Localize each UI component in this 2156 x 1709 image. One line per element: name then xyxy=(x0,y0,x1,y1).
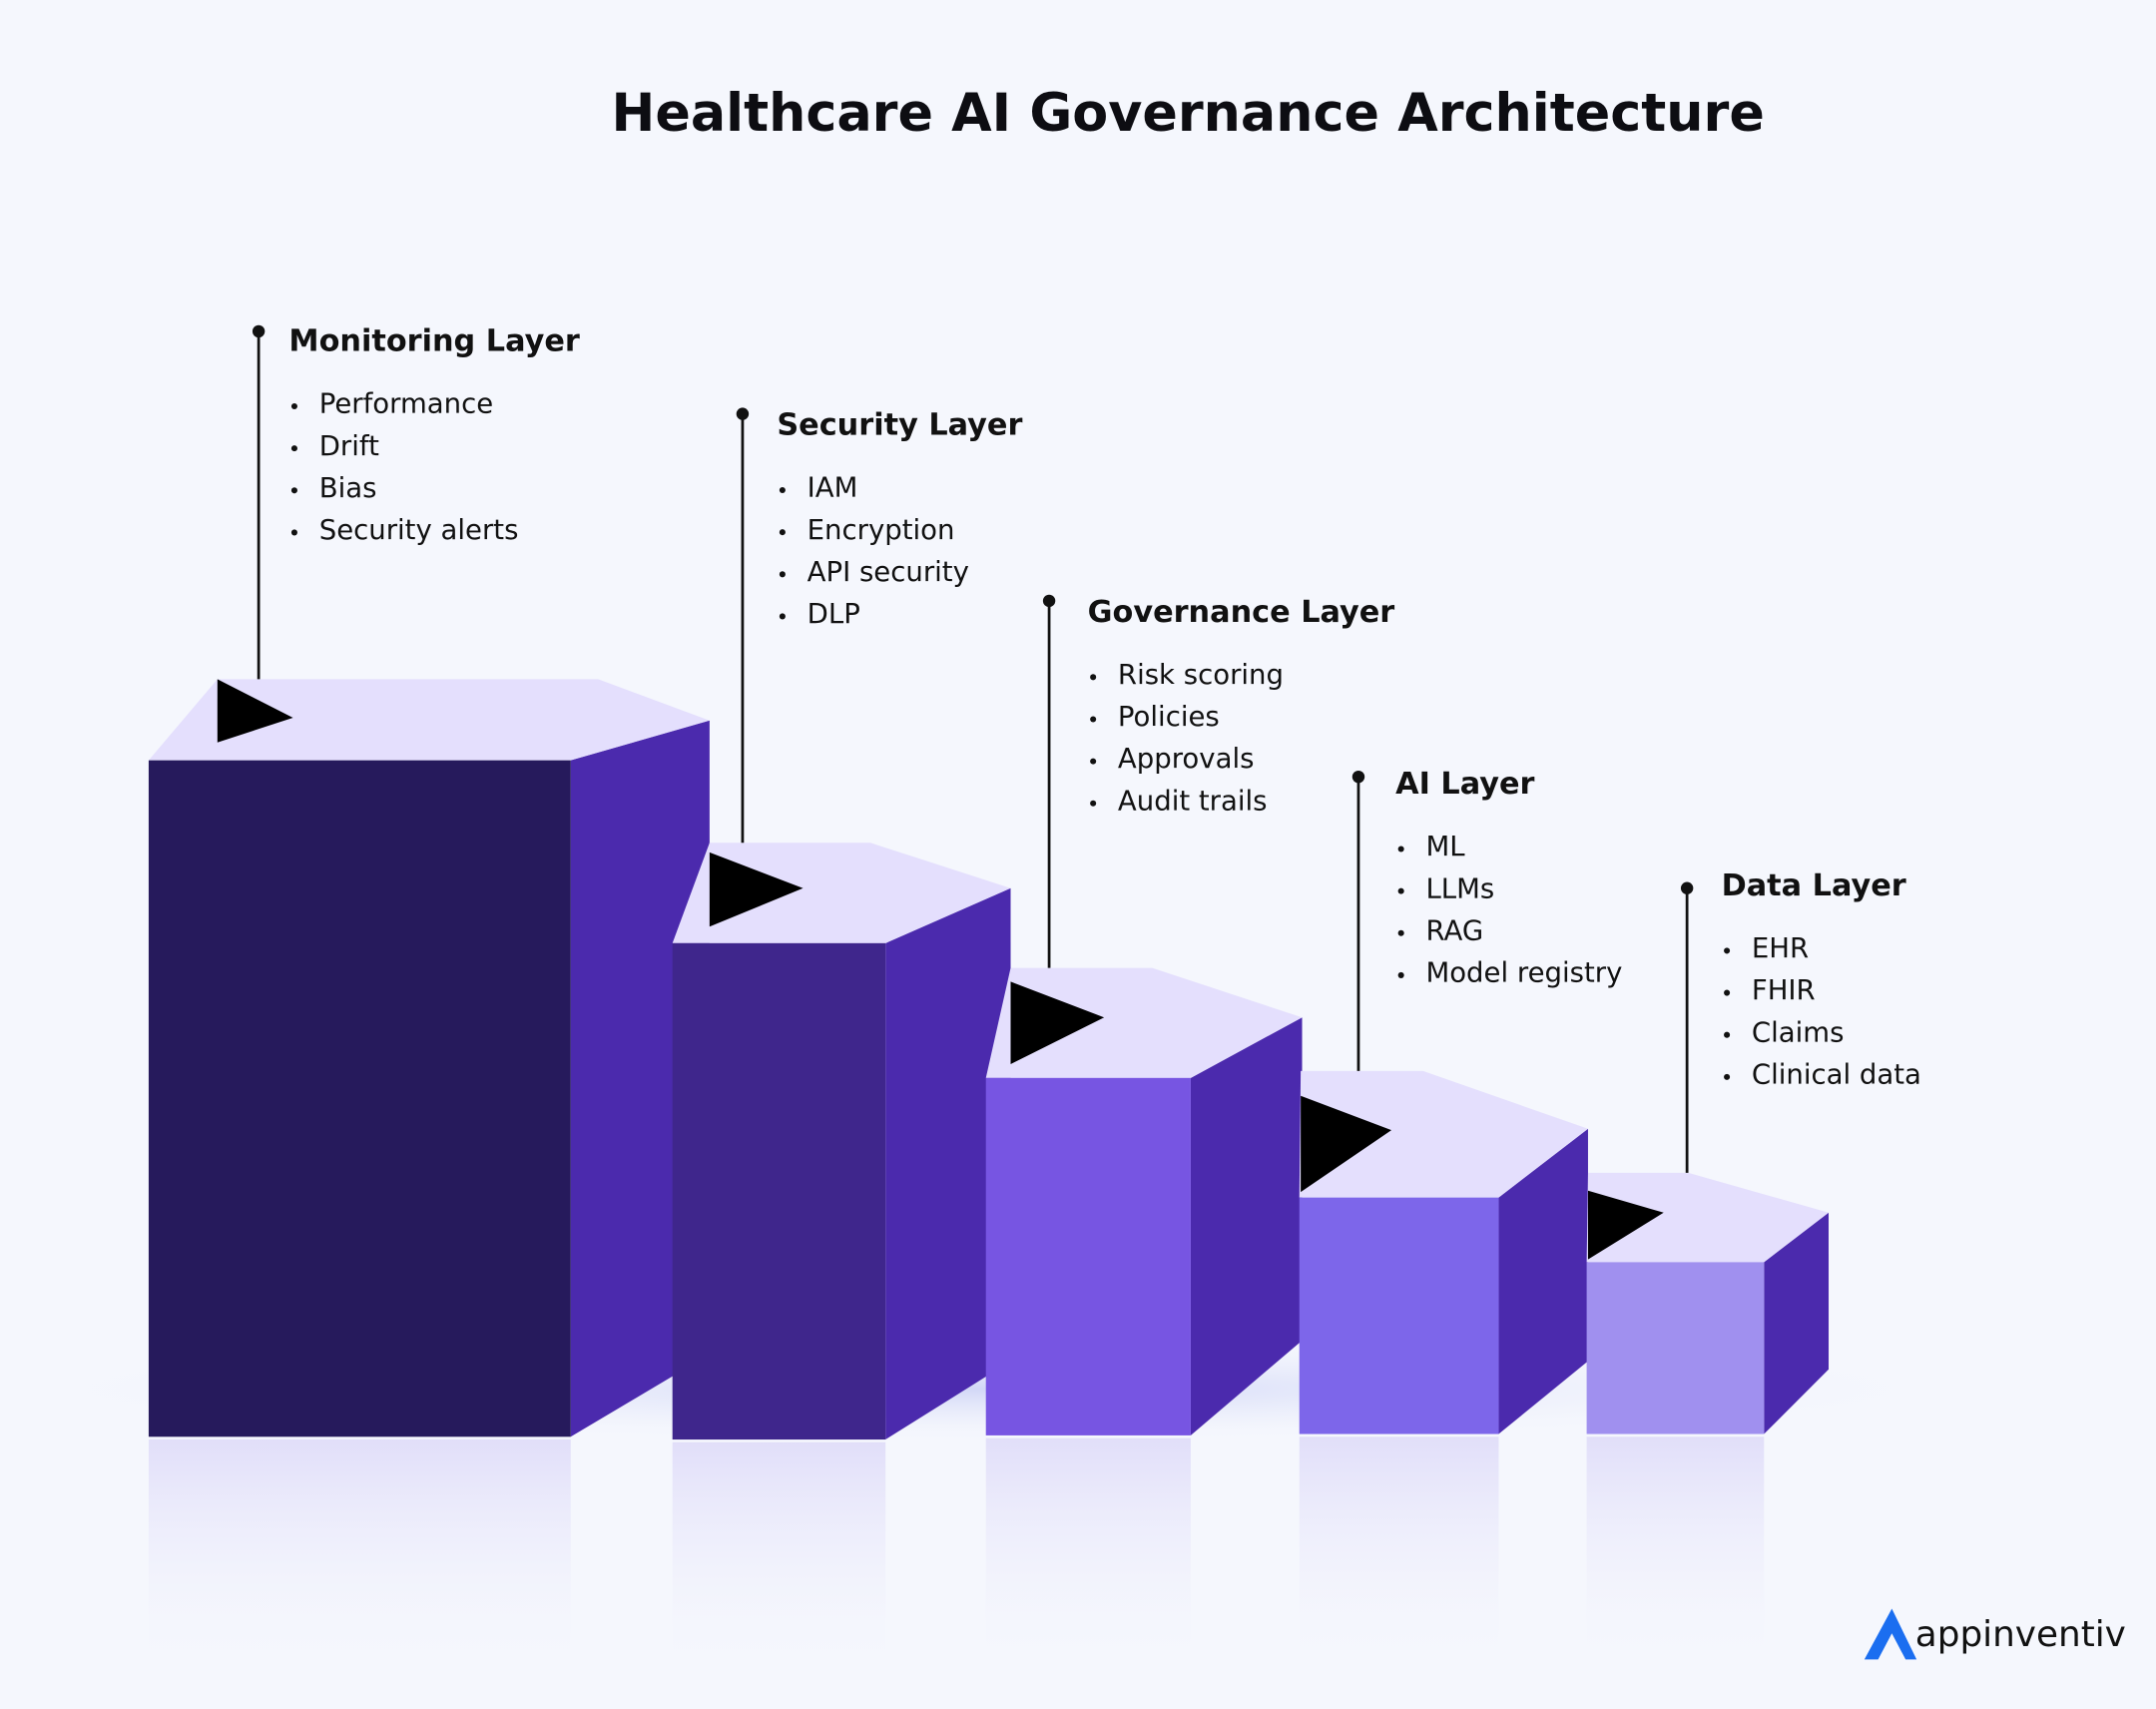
bullet xyxy=(1090,758,1097,765)
layer-item: FHIR xyxy=(1752,974,1816,1006)
layer-item: Security alerts xyxy=(319,514,519,546)
block-top xyxy=(1299,1070,1588,1198)
block-top xyxy=(672,843,1011,943)
bullet xyxy=(1090,800,1097,807)
layer-item: RAG xyxy=(1425,914,1483,946)
flag xyxy=(1010,981,1105,1065)
flag xyxy=(1587,1190,1664,1260)
bullet xyxy=(1397,971,1404,978)
layer-title: Data Layer xyxy=(1722,868,1906,903)
pin-dot xyxy=(252,324,266,338)
block-side xyxy=(885,887,1011,1440)
flag xyxy=(217,679,293,743)
block-front xyxy=(148,760,571,1437)
block-front xyxy=(985,1077,1191,1435)
reflection xyxy=(1586,1436,1765,1671)
block-side xyxy=(1190,1017,1303,1435)
layer-item: Encryption xyxy=(808,514,955,546)
layer-item: Risk scoring xyxy=(1118,659,1284,691)
layer-item: DLP xyxy=(808,598,860,630)
pin-dot xyxy=(1680,881,1694,894)
bullet xyxy=(1397,929,1404,936)
bullet xyxy=(1090,674,1097,681)
layer-item: Performance xyxy=(319,388,493,420)
bullet xyxy=(1724,1031,1731,1038)
block-top xyxy=(148,679,710,761)
bullet xyxy=(290,445,297,452)
layer-title: Monitoring Layer xyxy=(288,323,579,358)
layer-item: Clinical data xyxy=(1752,1058,1921,1090)
layer-item: Policies xyxy=(1118,701,1220,733)
block-top xyxy=(985,967,1303,1078)
logo-text: appinventiv xyxy=(1915,1614,2126,1655)
flag xyxy=(1301,1095,1392,1193)
layer-title: AI Layer xyxy=(1395,767,1534,802)
bullet xyxy=(779,529,786,536)
bullet xyxy=(779,571,786,578)
block-front xyxy=(1586,1262,1765,1434)
layer-item: API security xyxy=(808,556,969,588)
bullet xyxy=(290,529,297,536)
blocks xyxy=(148,679,1830,1676)
layer-item: Model registry xyxy=(1425,957,1622,989)
pin-dot xyxy=(1042,594,1056,608)
layer-item: Bias xyxy=(319,472,377,504)
reflection xyxy=(672,1441,886,1676)
bullet xyxy=(779,486,786,494)
bullet xyxy=(1397,846,1404,853)
layer-item: Audit trails xyxy=(1118,785,1268,817)
block-front xyxy=(672,942,886,1440)
layer-item: Claims xyxy=(1752,1016,1845,1048)
reflection xyxy=(148,1439,571,1674)
reflection xyxy=(985,1437,1191,1672)
layer-item: EHR xyxy=(1752,932,1809,964)
bullet xyxy=(290,487,297,494)
title: Healthcare AI Governance Architecture xyxy=(612,83,1765,144)
bullet xyxy=(1724,947,1731,954)
block-side xyxy=(1764,1212,1830,1434)
block-side xyxy=(1498,1128,1588,1434)
bullet xyxy=(1397,887,1404,894)
layer-item: IAM xyxy=(808,472,858,504)
flag xyxy=(709,852,804,927)
pin-dot xyxy=(736,407,750,420)
bullet xyxy=(1724,989,1731,996)
labels: Monitoring Layer Performance Drift Bias Secu… xyxy=(252,323,1921,1173)
reflection xyxy=(1299,1436,1499,1671)
logo: appinventiv xyxy=(1864,1608,2126,1660)
bullet xyxy=(1724,1073,1731,1080)
block-front xyxy=(1299,1197,1499,1434)
bullet xyxy=(1090,716,1097,723)
layer-item: LLMs xyxy=(1425,872,1494,904)
bullet xyxy=(779,613,786,620)
bullet xyxy=(290,402,297,410)
layer-item: Approvals xyxy=(1118,743,1255,775)
block-top xyxy=(1586,1172,1830,1263)
pin-dot xyxy=(1351,770,1365,784)
layer-title: Governance Layer xyxy=(1088,595,1395,630)
logo-icon xyxy=(1864,1608,1917,1660)
layer-item: Drift xyxy=(319,430,379,462)
layer-item: ML xyxy=(1425,831,1465,862)
layer-title: Security Layer xyxy=(777,407,1022,442)
